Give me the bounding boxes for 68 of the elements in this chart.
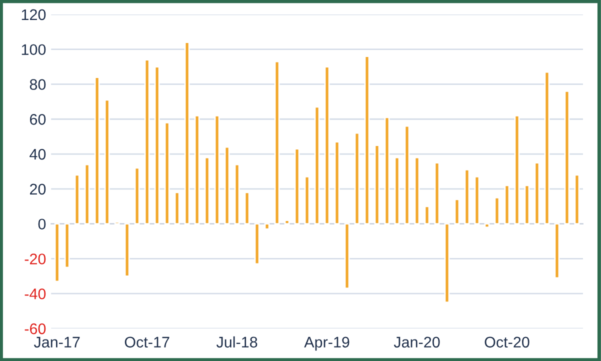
x-tick-label: Jan-17 — [34, 336, 80, 348]
bar — [74, 174, 80, 225]
bar — [154, 66, 160, 225]
bar — [314, 106, 320, 225]
bar — [64, 223, 70, 268]
bar — [174, 192, 180, 225]
bar — [364, 56, 370, 225]
y-tick-label: -40 — [24, 288, 46, 300]
bar — [204, 156, 210, 225]
bar — [464, 169, 470, 225]
bar — [564, 90, 570, 225]
bar — [474, 176, 480, 225]
bar — [284, 220, 290, 225]
bar — [394, 156, 400, 225]
bar — [504, 184, 510, 225]
y-tick-label: 60 — [30, 114, 46, 125]
bar — [274, 60, 280, 225]
bar — [354, 132, 360, 225]
bar — [294, 148, 300, 225]
bar — [244, 192, 250, 225]
bar — [384, 116, 390, 225]
bar — [574, 174, 580, 225]
bar — [524, 184, 530, 225]
bar — [424, 206, 430, 225]
bar — [434, 162, 440, 225]
bar — [324, 66, 330, 225]
x-tick-label: Jan-20 — [394, 336, 440, 348]
y-tick-label: -20 — [24, 254, 46, 264]
y-tick-label: 100 — [22, 44, 46, 56]
x-tick-label: Oct-17 — [124, 336, 170, 348]
bar — [494, 196, 500, 225]
bar — [104, 99, 110, 225]
bar — [514, 114, 520, 225]
bar — [534, 162, 540, 225]
bar — [214, 114, 220, 225]
bar — [344, 223, 350, 290]
bar — [414, 156, 420, 225]
bar — [234, 164, 240, 225]
bar — [484, 223, 490, 228]
bar — [444, 223, 450, 304]
bar — [454, 198, 460, 225]
bar — [84, 164, 90, 225]
y-tick-label: 120 — [22, 9, 46, 20]
bar — [194, 114, 200, 225]
bar — [544, 71, 550, 225]
x-tick-label: Apr-19 — [304, 336, 350, 351]
bar — [334, 141, 340, 225]
bar — [404, 125, 410, 225]
y-tick-label: 80 — [30, 79, 46, 90]
bar — [264, 223, 270, 230]
bar — [374, 144, 380, 225]
x-tick-label: Oct-20 — [484, 336, 530, 348]
bar — [94, 76, 100, 225]
bar — [304, 176, 310, 225]
x-tick-label: Jul-18 — [216, 336, 258, 348]
bar — [54, 223, 60, 282]
bar — [164, 122, 170, 225]
bar — [134, 167, 140, 225]
bar — [144, 59, 150, 225]
bar — [254, 223, 260, 265]
y-tick-label: 0 — [38, 218, 46, 230]
y-tick-label: 20 — [30, 184, 46, 195]
bar — [554, 223, 560, 279]
bar — [124, 223, 130, 277]
bar — [184, 42, 190, 225]
bar — [224, 146, 230, 225]
y-tick-label: -60 — [24, 323, 46, 334]
y-tick-label: 40 — [30, 148, 46, 160]
